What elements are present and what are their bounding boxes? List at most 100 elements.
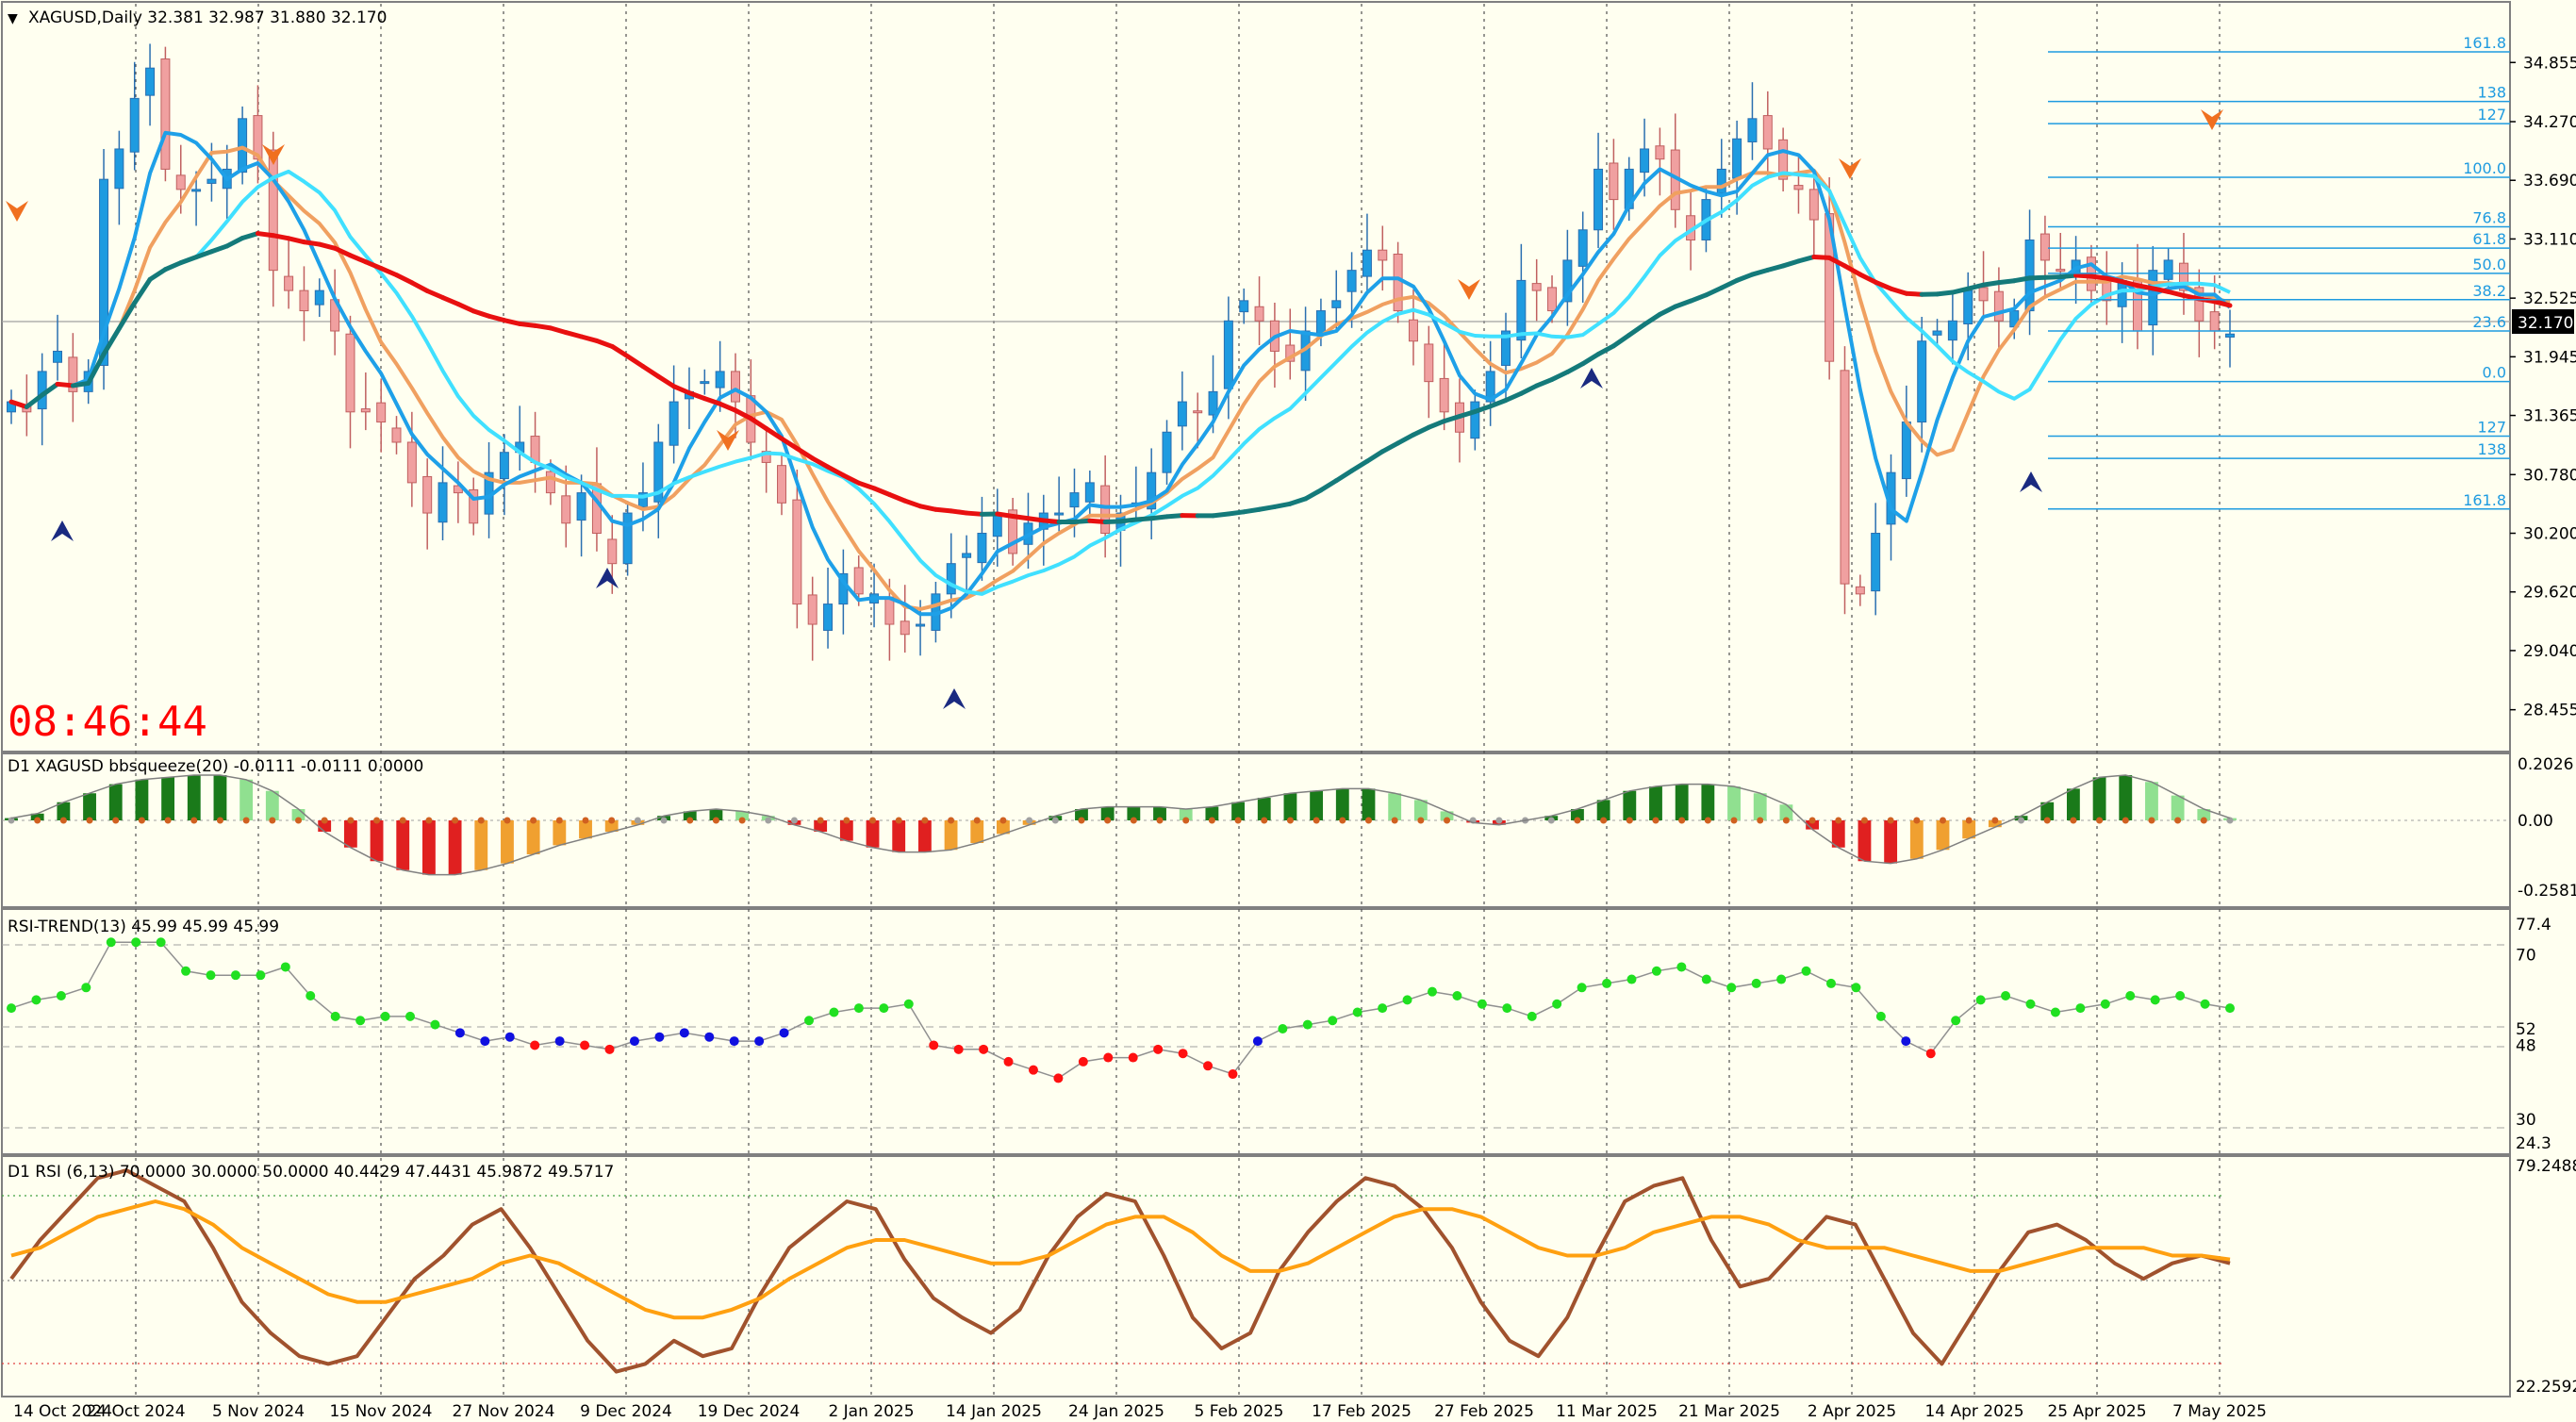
ma-long-segment	[1148, 514, 1170, 521]
rsi-trend-dot	[979, 1044, 989, 1054]
rsi-trend-dot	[1951, 1016, 1961, 1026]
candle-body	[299, 289, 309, 312]
date-label: 15 Nov 2024	[330, 1402, 433, 1421]
squeeze-dot	[1574, 817, 1581, 824]
arrow-down-icon	[1839, 158, 1861, 179]
squeeze-dot	[86, 817, 93, 824]
candle-body	[1593, 168, 1604, 231]
ma-long-segment	[440, 295, 461, 306]
candle-body	[1362, 249, 1372, 277]
rsi-trend-dot	[1975, 995, 1986, 1005]
window-menu-icon[interactable]: ▼	[8, 11, 18, 26]
ma-long-segment	[332, 245, 353, 258]
ma-long-segment	[1025, 516, 1047, 523]
ma-long-segment	[1303, 488, 1324, 502]
rsi-trend-dot	[1901, 1036, 1911, 1047]
ma-long-segment	[764, 425, 784, 441]
squeeze-dot	[1234, 817, 1242, 824]
squeeze-dot	[59, 817, 67, 824]
ma-long-segment	[147, 267, 168, 282]
rsi-trend-dot	[1726, 983, 1737, 993]
squeeze-dot	[2226, 817, 2234, 824]
ma-long-segment	[424, 288, 446, 301]
rsi-trend-dot	[131, 937, 141, 948]
squeeze-dot	[504, 817, 511, 824]
fib-level-label: 127	[2477, 419, 2506, 437]
squeeze-dot	[660, 817, 668, 824]
ma-long-segment	[871, 486, 892, 498]
rsi-line	[9, 1168, 2231, 1374]
ma-long-segment	[733, 407, 753, 422]
candle-body	[1378, 249, 1388, 261]
rsi-trend-dot	[1278, 1023, 1288, 1033]
rsi-trend-dot	[853, 1003, 864, 1014]
ma-long-segment	[1333, 468, 1355, 484]
ma-long-segment	[1257, 504, 1278, 512]
rsi-trend-levels	[2, 944, 2510, 1129]
rsi-trend-axis-label: 24.3	[2516, 1134, 2551, 1153]
rsi-trend-dot	[804, 1016, 815, 1026]
ma-long-segment	[1272, 501, 1293, 509]
price-label: 31.945	[2523, 348, 2576, 367]
candle-body	[1346, 270, 1357, 292]
ma-long-segment	[1996, 278, 2017, 286]
rsi-trend-dot	[230, 970, 240, 981]
ma-medium-line	[10, 169, 2231, 596]
rsi-trend-dot	[156, 937, 166, 948]
date-separators	[135, 4, 2221, 1396]
candle-body	[345, 333, 355, 413]
fibonacci-levels[interactable]: 161.8 138 127 100.0 76.8 61.8 50.0 38.2 23.6 0.0 1…	[2048, 34, 2510, 510]
ma-long-segment	[840, 472, 862, 486]
date-label: 27 Nov 2024	[453, 1402, 555, 1421]
arrow-down-icon	[1458, 279, 1480, 300]
squeeze-dot	[1078, 817, 1085, 824]
current-price-label: 32.170	[2518, 314, 2573, 333]
ma-long-segment	[2073, 273, 2094, 279]
fib-level-label: 138	[2477, 440, 2506, 458]
ma-long-segment	[1364, 449, 1385, 464]
squeeze-dot	[1860, 817, 1868, 824]
rsi-trend-dot	[1128, 1052, 1138, 1063]
fib-level-label: 161.8	[2463, 491, 2506, 509]
squeeze-dot	[1547, 817, 1555, 824]
squeeze-dot	[190, 817, 198, 824]
ma-long-segment	[1534, 376, 1555, 389]
ma-long-segment	[1765, 263, 1786, 273]
rsi-trend-dot	[1427, 986, 1437, 997]
candle-body	[1932, 330, 1942, 336]
candle-body	[499, 452, 509, 480]
rsi-trend-dot	[1801, 966, 1811, 976]
arrow-down-icon	[717, 430, 739, 451]
candle-body	[1808, 189, 1819, 221]
squeeze-dot	[1026, 817, 1033, 824]
rsi-trend-dot	[2125, 991, 2136, 1001]
moving-averages	[8, 130, 2233, 617]
ma-long-segment	[40, 381, 60, 398]
candle-body	[99, 178, 109, 366]
ma-long-segment	[193, 249, 214, 260]
squeeze-dot	[582, 817, 589, 824]
candle-body	[2194, 287, 2204, 322]
candle-body	[2209, 311, 2220, 332]
ma-long-segment	[1226, 509, 1247, 517]
squeeze-dot	[1678, 817, 1686, 824]
ma-long-segment	[471, 308, 492, 319]
date-label: 7 May 2025	[2172, 1402, 2267, 1421]
squeeze-dot	[843, 817, 850, 824]
candle-body	[438, 482, 448, 523]
ma-long-segment	[1041, 518, 1062, 525]
ma-long-segment	[1610, 332, 1632, 349]
squeeze-dot	[2096, 817, 2104, 824]
ma-long-segment	[2011, 275, 2033, 284]
ma-long-segment	[655, 373, 677, 389]
candle-body	[561, 495, 571, 524]
date-label: 19 Dec 2024	[698, 1402, 801, 1421]
ma-long-segment	[2150, 286, 2171, 294]
ma-long-segment	[224, 235, 245, 249]
ma-long-segment	[671, 384, 692, 396]
rsi-trend-dot	[2075, 1003, 2086, 1014]
fib-level-label: 76.8	[2472, 209, 2506, 227]
ma-long-segment	[1841, 263, 1863, 277]
ma-long-segment	[517, 321, 538, 328]
